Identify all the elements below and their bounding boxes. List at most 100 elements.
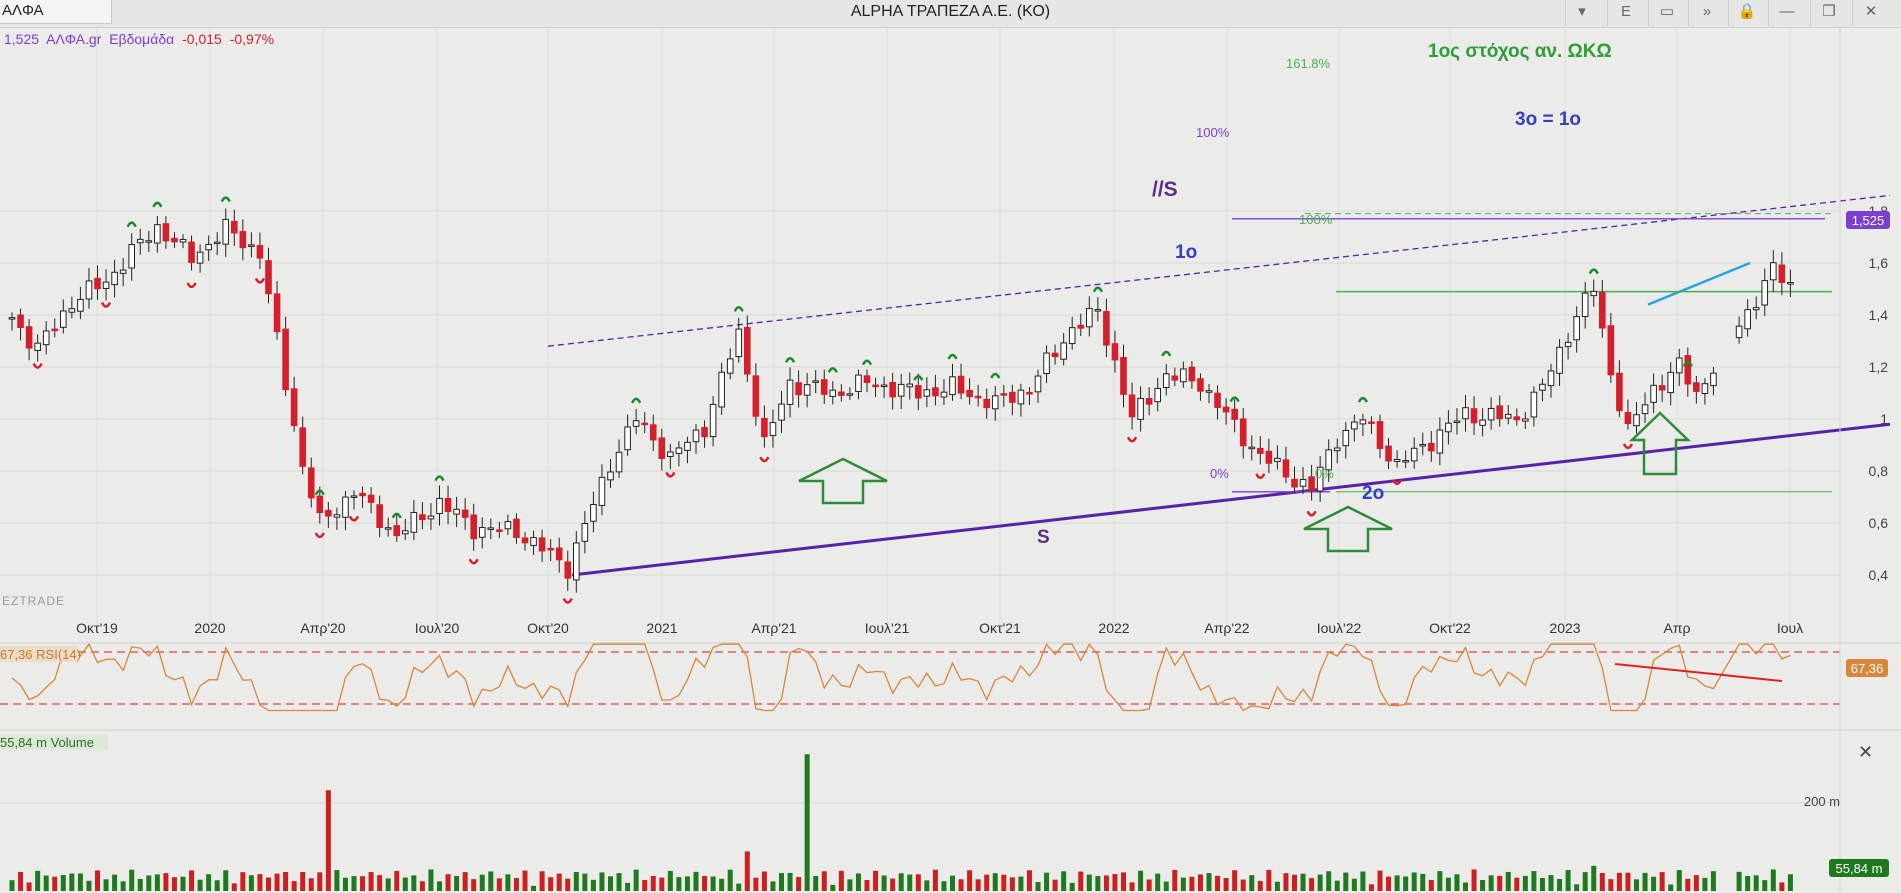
candle-body xyxy=(590,503,597,522)
close-volume-panel-icon[interactable]: ✕ xyxy=(1858,742,1874,762)
trough-marker xyxy=(254,277,266,284)
price-badge xyxy=(1846,211,1890,229)
candle-body xyxy=(1530,391,1538,418)
quote-icon[interactable]: » xyxy=(1688,0,1725,26)
candle-body xyxy=(1710,372,1717,387)
volume-bar xyxy=(1411,872,1417,891)
volume-bar xyxy=(1026,870,1032,891)
volume-bar xyxy=(214,880,220,891)
volume-bar xyxy=(1274,881,1280,891)
fib-100-green-label: 100% xyxy=(1299,212,1333,227)
candle-body xyxy=(25,326,33,349)
lock-icon[interactable]: 🔒 xyxy=(1728,0,1765,26)
volume-bar xyxy=(565,878,571,891)
trough-marker xyxy=(665,471,676,478)
x-tick-label: Απρ'20 xyxy=(300,620,345,636)
peak-marker xyxy=(126,221,137,228)
candle-body xyxy=(1573,316,1580,341)
candle-body xyxy=(718,371,725,408)
volume-bar xyxy=(958,879,964,891)
candle-body xyxy=(77,298,84,312)
volume-bar xyxy=(1300,873,1306,891)
y-tick-label: 1 xyxy=(1880,411,1888,427)
y-tick-label: 0,8 xyxy=(1869,463,1889,479)
candle-body xyxy=(855,374,862,392)
candle-body xyxy=(1462,407,1469,420)
volume-bar xyxy=(1403,876,1409,891)
candle-body xyxy=(1325,449,1333,471)
close-icon[interactable]: ✕ xyxy=(1852,0,1889,26)
candle-body xyxy=(1162,373,1170,389)
volume-bar xyxy=(342,877,348,891)
candle-body xyxy=(1205,390,1213,393)
candle-body xyxy=(359,492,366,497)
candle-body xyxy=(1470,408,1478,424)
fib-1618-label: 161.8% xyxy=(1286,56,1331,71)
candle-body xyxy=(487,527,495,530)
volume-bar xyxy=(1437,871,1443,891)
label-second: 2ο xyxy=(1362,483,1384,504)
volume-bar xyxy=(1215,875,1221,891)
volume-bar xyxy=(744,851,750,891)
layout-icon[interactable]: ▭ xyxy=(1648,0,1685,26)
volume-bar xyxy=(360,876,366,891)
candle-body xyxy=(444,497,452,513)
edit-button[interactable]: E xyxy=(1607,0,1644,26)
chart-area[interactable]: 0,40,60,811,21,41,61,8Οκτ'192020Απρ'20Ιο… xyxy=(0,27,1901,893)
volume-bar xyxy=(984,874,990,891)
peak-marker xyxy=(1092,286,1103,293)
restore-icon[interactable]: ❐ xyxy=(1810,0,1847,26)
volume-bar xyxy=(1736,871,1742,891)
volume-bar xyxy=(1659,872,1665,891)
candle-body xyxy=(701,427,708,438)
volume-bar xyxy=(761,871,767,891)
fib-100-purple-label: 100% xyxy=(1196,125,1230,140)
volume-bar xyxy=(1386,876,1392,891)
volume-bar xyxy=(1069,882,1075,891)
price-badge-text: 1,525 xyxy=(1852,213,1885,228)
candle-body xyxy=(256,245,264,259)
candle-body xyxy=(1581,292,1589,317)
volume-bar xyxy=(18,871,24,891)
y-tick-label: 1,6 xyxy=(1869,255,1889,271)
volume-bar xyxy=(1710,871,1716,891)
candle-body xyxy=(1428,442,1435,452)
volume-bar xyxy=(103,879,109,891)
candle-body xyxy=(1641,404,1649,415)
candle-body xyxy=(1410,447,1418,462)
dropdown-icon[interactable]: ▾ xyxy=(1565,0,1598,26)
candle-body xyxy=(367,494,375,503)
candle-body xyxy=(1479,419,1486,426)
candle-body xyxy=(769,422,777,437)
volume-bar xyxy=(163,873,169,891)
candle-body xyxy=(419,514,426,521)
candle-body xyxy=(34,342,41,351)
symbol-tab[interactable]: ΑΛΦΑ xyxy=(0,0,112,24)
candle-body xyxy=(1393,458,1401,462)
volume-bar xyxy=(1232,870,1238,891)
candle-body xyxy=(872,384,879,388)
volume-bar xyxy=(1052,879,1058,891)
volume-bar xyxy=(950,875,955,891)
candle-body xyxy=(1222,406,1230,413)
volume-bar xyxy=(1394,875,1400,891)
volume-bar xyxy=(1172,869,1178,891)
volume-bar xyxy=(693,871,699,891)
volume-bar xyxy=(291,881,297,891)
x-tick-label: Ιουλ xyxy=(1777,620,1803,636)
peak-marker xyxy=(314,489,325,496)
candle-body xyxy=(333,514,341,518)
peak-marker xyxy=(391,512,402,519)
candle-body xyxy=(1684,355,1692,385)
volume-bar xyxy=(770,881,776,891)
volume-bar xyxy=(488,871,494,891)
candle-body xyxy=(880,384,888,388)
volume-label: 55,84 m Volume xyxy=(0,735,94,750)
volume-bar xyxy=(1557,878,1563,891)
volume-bar xyxy=(1642,872,1648,891)
candle-body xyxy=(1607,325,1615,376)
volume-bar xyxy=(847,879,853,891)
minimize-icon[interactable]: — xyxy=(1768,0,1805,26)
trough-marker xyxy=(186,282,197,289)
volume-bar xyxy=(838,870,844,891)
